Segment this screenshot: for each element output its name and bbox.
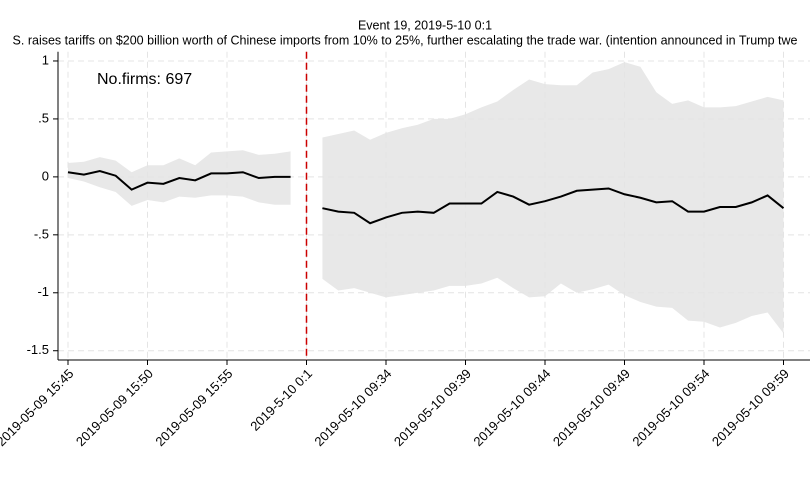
x-tick-label: 2019-05-10 09:54 <box>629 366 712 449</box>
y-tick-label: -1.5 <box>27 342 49 357</box>
x-tick-label: 2019-05-10 09:49 <box>550 366 633 449</box>
mean-line <box>67 170 785 225</box>
y-tick-label: .5 <box>38 110 49 125</box>
annotation: No.firms: 697 <box>97 71 192 88</box>
y-tick-label: 0 <box>42 168 49 183</box>
confidence-band <box>322 62 784 334</box>
x-tick-label: 2019-5-10 0:1 <box>247 366 315 434</box>
y-tick-label: -.5 <box>34 226 49 241</box>
x-tick-label: 2019-05-10 09:39 <box>391 366 474 449</box>
chart-subtitle: S. raises tariffs on $200 billion worth … <box>13 33 798 47</box>
y-tick-label: 1 <box>42 52 49 67</box>
x-tick-label: 2019-05-10 09:44 <box>470 366 553 449</box>
chart-title: Event 19, 2019-5-10 0:1 <box>358 18 492 32</box>
x-tick-label: 2019-05-09 15:55 <box>152 366 235 449</box>
y-tick-label: -1 <box>37 284 49 299</box>
x-tick-label: 2019-05-09 15:50 <box>73 366 156 449</box>
x-tick-label: 2019-05-09 15:45 <box>0 366 77 449</box>
x-tick-label: 2019-05-10 09:34 <box>311 366 394 449</box>
x-tick-label: 2019-05-10 09:59 <box>709 366 792 449</box>
